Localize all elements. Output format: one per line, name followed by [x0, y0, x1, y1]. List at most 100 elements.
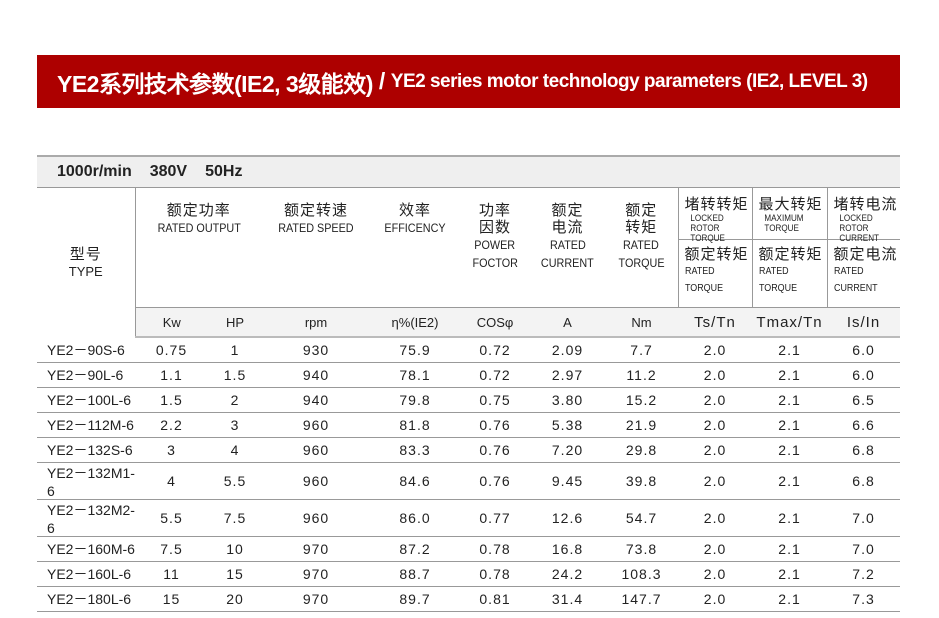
value-cell: 0.77: [460, 499, 531, 537]
title-en: YE2 series motor technology parameters (…: [390, 70, 868, 92]
header-current-cn1: 额定: [551, 202, 584, 219]
value-cell: 7.2: [827, 561, 901, 587]
value-cell: 960: [262, 499, 371, 537]
table-row: YE2－112M-6 2.2 3 960 81.8 0.76 5.38 21.9 2.0 2.1 6…: [37, 412, 901, 438]
speed-spec: 1000r/min: [57, 163, 132, 180]
value-cell: 7.3: [827, 586, 901, 612]
unit-cell: HP: [208, 307, 263, 338]
value-cell: 79.8: [370, 387, 461, 413]
unit-cell: COSφ: [460, 307, 531, 338]
header-eff-en: EFFICENCY: [384, 221, 446, 235]
header-eff-cn: 效率: [399, 202, 432, 219]
value-cell: 2: [208, 387, 263, 413]
table-row: YE2－132M1-6 4 5.5 960 84.6 0.76 9.45 39.8 2.0 2.1…: [37, 462, 901, 500]
header-tmax-top-cn: 最大转矩: [758, 196, 823, 213]
value-cell: 12.6: [530, 499, 606, 537]
value-cell: 2.0: [678, 499, 753, 537]
value-cell: 6.0: [827, 337, 901, 363]
value-cell: 2.1: [752, 362, 828, 388]
value-cell: 0.72: [460, 362, 531, 388]
value-cell: 2.1: [752, 536, 828, 562]
type-cell: YE2－132M1-6: [37, 462, 135, 500]
value-cell: 2.1: [752, 586, 828, 612]
value-cell: 11.2: [605, 362, 679, 388]
value-cell: 940: [262, 387, 371, 413]
value-cell: 6.8: [827, 437, 901, 463]
value-cell: 31.4: [530, 586, 606, 612]
header-speed-cn: 额定转速: [284, 202, 349, 219]
value-cell: 3.80: [530, 387, 606, 413]
value-cell: 86.0: [370, 499, 461, 537]
value-cell: 940: [262, 362, 371, 388]
header-pf-cn1: 功率: [479, 202, 512, 219]
value-cell: 1.5: [135, 387, 208, 413]
header-tmax-top-en2: TORQUE: [763, 223, 799, 233]
value-cell: 6.0: [827, 362, 901, 388]
type-cell: YE2－160M-6: [37, 536, 135, 562]
header-pf-en2: FOCTOR: [472, 256, 518, 270]
value-cell: 1.1: [135, 362, 208, 388]
value-cell: 88.7: [370, 561, 461, 587]
value-cell: 2.09: [530, 337, 606, 363]
header-ts-top-en1: LOCKED: [689, 213, 724, 223]
value-cell: 83.3: [370, 437, 461, 463]
value-cell: 15.2: [605, 387, 679, 413]
value-cell: 81.8: [370, 412, 461, 438]
header-speed: 额定转速 RATED SPEED: [262, 188, 370, 308]
value-cell: 1: [208, 337, 263, 363]
header-efficiency: 效率 EFFICENCY: [370, 188, 460, 308]
value-cell: 960: [262, 462, 371, 500]
unit-cell: η%(IE2): [370, 307, 461, 338]
unit-cell: A: [530, 307, 606, 338]
value-cell: 7.0: [827, 499, 901, 537]
header-tmax-bot-cn: 额定转矩: [758, 246, 823, 263]
header-is-top-en1: LOCKED: [838, 213, 873, 223]
table-row: YE2－90S-6 0.75 1 930 75.9 0.72 2.09 7.7 2.0 2.1 6.…: [37, 337, 901, 363]
value-cell: 2.97: [530, 362, 606, 388]
header-is-bot-en: RATED CURRENT: [833, 265, 878, 294]
value-cell: 2.0: [678, 387, 753, 413]
type-cell: YE2－132S-6: [37, 437, 135, 463]
header-is-bot-cn: 额定电流: [833, 246, 898, 263]
header-speed-en: RATED SPEED: [278, 221, 354, 235]
value-cell: 29.8: [605, 437, 679, 463]
header-tmax-top-en1: MAXIMUM: [763, 213, 804, 223]
value-cell: 2.0: [678, 437, 753, 463]
table-row: YE2－160M-6 7.5 10 970 87.2 0.78 16.8 73.8 2.0 2.1…: [37, 536, 901, 562]
header-output-cn: 额定功率: [166, 202, 231, 219]
value-cell: 3: [135, 437, 208, 463]
header-power-factor: 功率 因数 POWER FOCTOR: [460, 188, 530, 308]
value-cell: 0.81: [460, 586, 531, 612]
value-cell: 2.0: [678, 561, 753, 587]
value-cell: 0.78: [460, 536, 531, 562]
header-pf-cn2: 因数: [479, 219, 512, 236]
table-row: YE2－132S-6 3 4 960 83.3 0.76 7.20 29.8 2.0 2.1 6.8: [37, 437, 901, 463]
value-cell: 2.0: [678, 536, 753, 562]
header-current: 额定 电流 RATED CURRENT: [530, 188, 605, 308]
value-cell: 970: [262, 536, 371, 562]
header-torque: 额定 转矩 RATED TORQUE: [605, 188, 678, 308]
value-cell: 6.6: [827, 412, 901, 438]
value-cell: 960: [262, 412, 371, 438]
value-cell: 7.20: [530, 437, 606, 463]
unit-cell: Is/In: [827, 307, 901, 338]
value-cell: 2.0: [678, 586, 753, 612]
value-cell: 7.7: [605, 337, 679, 363]
table-body: YE2－90S-6 0.75 1 930 75.9 0.72 2.09 7.7 2.0 2.1 6.…: [37, 337, 901, 612]
value-cell: 89.7: [370, 586, 461, 612]
value-cell: 2.1: [752, 561, 828, 587]
value-cell: 16.8: [530, 536, 606, 562]
value-cell: 6.5: [827, 387, 901, 413]
header-type-cn: 型号: [69, 245, 102, 263]
value-cell: 75.9: [370, 337, 461, 363]
title-bar: YE2系列技术参数(IE2, 3级能效) / YE2 series motor …: [37, 55, 900, 108]
value-cell: 39.8: [605, 462, 679, 500]
header-output: 额定功率 RATED OUTPUT: [134, 188, 263, 308]
value-cell: 11: [135, 561, 208, 587]
header-is-top-en2: ROTOR CURRENT: [838, 223, 879, 243]
unit-cell: Kw: [134, 307, 208, 338]
value-cell: 2.1: [752, 437, 828, 463]
value-cell: 5.5: [135, 499, 208, 537]
value-cell: 15: [208, 561, 263, 587]
header-torque-cn1: 额定: [625, 202, 658, 219]
